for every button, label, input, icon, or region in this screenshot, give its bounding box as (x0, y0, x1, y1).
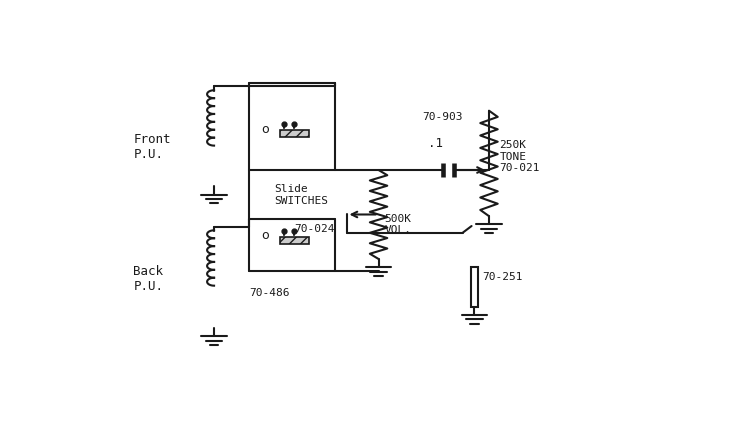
Text: .1: .1 (428, 137, 443, 150)
Text: Back
P.U.: Back P.U. (134, 265, 164, 293)
Bar (280, 237, 309, 244)
Text: Front
P.U.: Front P.U. (134, 133, 171, 161)
Text: 70-024: 70-024 (295, 224, 335, 234)
Text: o: o (262, 229, 269, 242)
Text: 70-486: 70-486 (250, 288, 290, 297)
Text: 70-251: 70-251 (482, 272, 523, 282)
Text: Slide
SWITCHES: Slide SWITCHES (274, 184, 328, 205)
Text: 500K
VOL.: 500K VOL. (384, 214, 411, 235)
Text: o: o (262, 123, 269, 136)
Text: 70-903: 70-903 (422, 112, 463, 122)
Bar (471, 267, 478, 307)
Text: 250K
TONE
70-021: 250K TONE 70-021 (500, 140, 540, 173)
Bar (280, 130, 309, 137)
